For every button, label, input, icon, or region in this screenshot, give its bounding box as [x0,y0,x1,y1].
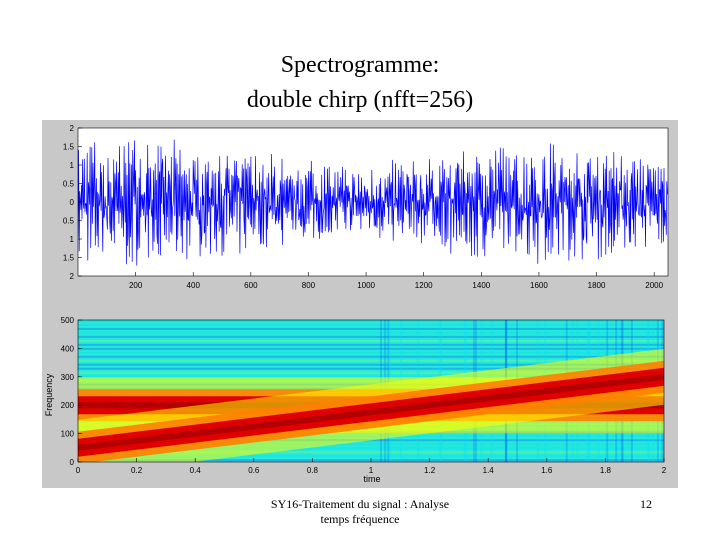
spectrogram-x-tick-label: 2 [662,466,667,475]
signal-x-tick-label: 400 [187,281,201,290]
spectrogram-texture-stripe [78,367,664,370]
spectrogram-x-tick-label: 0.8 [307,466,319,475]
spectrogram-x-tick-label: 1.6 [541,466,553,475]
spectrogram-texture-stripe [78,363,664,366]
spectrogram-texture-stripe [78,347,664,350]
spectrogram-x-ticks: 0 0.2 0.4 0.6 0.8 1 1.2 1.4 1.6 1.8 2 [76,458,667,475]
spectrogram-y-tick-label: 500 [61,316,75,325]
spectrogram-x-tick-label: 0 [76,466,81,475]
spectrogram-texture-stripe [78,323,664,326]
spectrogram-image [78,320,664,462]
spectrogram-texture-stripe [78,371,664,374]
signal-plot [78,139,668,266]
chirp-core [78,373,664,451]
signal-y-ticks: 2 1.5 1 0.5 0 0.5 1 1.5 2 [63,124,669,281]
spectrogram-y-tick-label: 300 [61,373,75,382]
spectrogram-x-tick-label: 1.4 [483,466,495,475]
signal-y-tick-label: 0.5 [63,180,75,189]
spectrogram-texture-stripe [78,327,664,330]
footer-line2: temps fréquence [320,512,400,526]
spectrogram-texture-stripe [78,351,664,354]
signal-axes-box [77,127,669,277]
signal-x-tick-label: 1400 [472,281,490,290]
spectrogram-texture-stripe [78,451,664,454]
figure-svg: 21.510.500.511.52 200 400 600 800 1000 1200 14… [44,124,669,484]
signal-x-tick-label: 600 [244,281,258,290]
signal-y-tick-label: 1.5 [63,254,75,263]
spectrogram-texture-stripe [78,331,664,334]
signal-y-tick-label: 2 [70,124,75,133]
spectrogram-x-tick-label: 0.4 [190,466,202,475]
signal-x-tick-label: 800 [302,281,316,290]
spectrogram-x-tick-label: 1.2 [424,466,436,475]
spectrogram-x-tick-label: 1.8 [600,466,612,475]
spectrogram-texture-stripe [78,335,664,338]
spectrogram-ylabel: Frequency [44,373,54,416]
matlab-figure: 2 1.5 1 0.5 0 0.5 1 1.5 2 200 400 600 800 1000 1200 14… [42,120,678,488]
signal-x-ticks: 200 400 600 800 1000 1200 1400 1600 1800 2000 [129,272,664,290]
signal-x-tick-label: 1600 [530,281,548,290]
footer-line1: SY16-Traitement du signal : Analyse [270,497,450,511]
footer-text: SY16-Traitement du signal : Analyse temp… [240,497,480,527]
spectrogram-texture-stripe [78,443,664,446]
signal-y-tick-label: 2 [70,272,75,281]
spectrogram-texture-stripe [78,355,664,358]
signal-series [78,139,668,266]
spectrogram-texture-stripe [78,359,664,362]
spectrogram-texture-stripe [78,447,664,450]
spectrogram-texture-stripe [78,343,664,346]
signal-x-tick-label: 1000 [357,281,375,290]
spectrogram-xlabel: time [363,474,380,484]
slide-title-line2: double chirp (nfft=256) [246,87,474,113]
signal-x-tick-label: 1200 [415,281,433,290]
spectrogram-x-tick-label: 1 [369,466,374,475]
spectrogram-y-tick-label: 0 [70,458,75,467]
spectrogram-texture-stripe [78,375,664,378]
signal-y-tick-label: 0 [70,198,75,207]
signal-x-tick-label: 1800 [588,281,606,290]
spectrogram-texture-stripe [78,320,664,322]
spectrogram-x-tick-label: 0.6 [248,466,260,475]
spectrogram-texture-stripe [78,339,664,342]
signal-y-tick-label: 1 [70,235,75,244]
signal-y-tick-label: 0.5 [63,217,75,226]
slide-title-line1: Spectrogramme: [280,52,440,78]
page-number: 12 [640,497,652,511]
signal-x-tick-label: 2000 [645,281,663,290]
signal-y-tick-label: 1 [70,161,75,170]
spectrogram-y-tick-label: 200 [61,401,75,410]
spectrogram-x-tick-label: 0.2 [131,466,143,475]
signal-y-tick-label: 1.5 [63,143,75,152]
signal-x-tick-label: 200 [129,281,143,290]
spectrogram-texture-stripe [78,455,664,458]
spectrogram-y-tick-label: 400 [61,344,75,353]
spectrogram-y-tick-label: 100 [61,430,75,439]
